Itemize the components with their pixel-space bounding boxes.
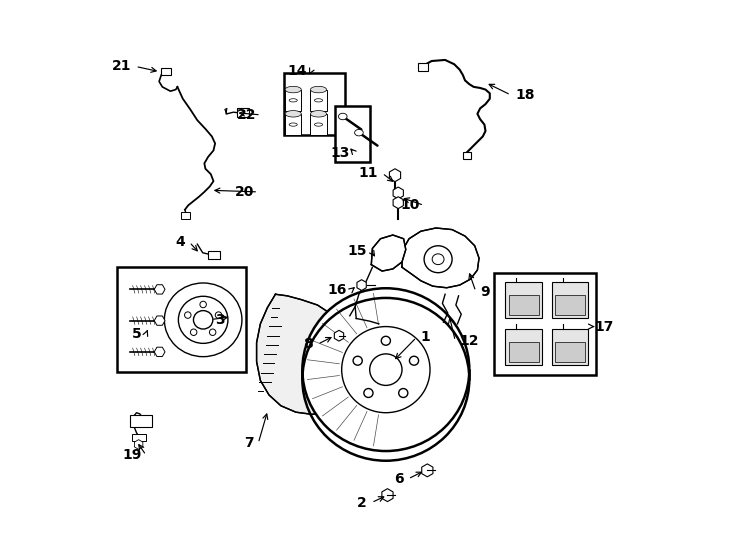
Polygon shape	[257, 294, 357, 414]
Bar	[310, 90, 327, 111]
Text: 6: 6	[394, 472, 404, 486]
Bar	[310, 114, 327, 136]
Ellipse shape	[164, 283, 242, 356]
Circle shape	[209, 329, 216, 335]
Ellipse shape	[370, 354, 402, 386]
Text: 2: 2	[357, 496, 367, 510]
Text: 5: 5	[132, 327, 142, 341]
Bar	[283, 73, 346, 136]
Text: 3: 3	[215, 313, 225, 327]
Ellipse shape	[314, 99, 322, 102]
Bar	[335, 106, 370, 163]
Text: 18: 18	[515, 88, 534, 102]
Bar	[463, 152, 471, 159]
Text: 19: 19	[123, 448, 142, 462]
Text: 4: 4	[175, 235, 185, 249]
Bar	[285, 114, 301, 136]
Text: 11: 11	[358, 166, 378, 180]
Ellipse shape	[432, 254, 444, 265]
Ellipse shape	[285, 86, 301, 93]
Text: 7: 7	[244, 436, 254, 450]
Circle shape	[190, 329, 197, 335]
Ellipse shape	[289, 123, 297, 126]
Ellipse shape	[410, 356, 418, 365]
Polygon shape	[371, 235, 406, 271]
Bar	[509, 342, 539, 362]
Ellipse shape	[424, 246, 452, 273]
Ellipse shape	[310, 86, 327, 93]
Text: 16: 16	[327, 284, 346, 298]
Text: 9: 9	[480, 285, 490, 299]
Bar	[555, 342, 585, 362]
Bar	[131, 434, 145, 441]
Polygon shape	[402, 228, 479, 288]
Ellipse shape	[381, 336, 390, 345]
Ellipse shape	[338, 113, 347, 120]
Ellipse shape	[289, 99, 297, 102]
Text: 17: 17	[595, 320, 614, 334]
Bar	[285, 90, 301, 111]
Ellipse shape	[314, 123, 322, 126]
Ellipse shape	[353, 356, 363, 365]
Bar	[117, 267, 246, 373]
Ellipse shape	[310, 111, 327, 117]
Circle shape	[200, 301, 206, 308]
Text: 13: 13	[330, 146, 350, 160]
Bar	[509, 295, 539, 315]
Text: 1: 1	[421, 330, 431, 345]
Bar	[236, 109, 249, 117]
Text: 15: 15	[347, 244, 367, 258]
Ellipse shape	[399, 389, 408, 397]
Ellipse shape	[178, 296, 228, 343]
Text: 14: 14	[287, 64, 307, 78]
Bar	[418, 63, 429, 71]
Bar	[555, 295, 585, 315]
Circle shape	[215, 312, 222, 318]
Text: 20: 20	[235, 185, 254, 199]
Bar	[506, 329, 542, 366]
Bar	[181, 212, 190, 219]
Bar	[130, 415, 151, 427]
Bar	[493, 273, 596, 375]
Bar	[552, 329, 589, 366]
Text: 22: 22	[237, 108, 257, 122]
Bar	[552, 282, 589, 319]
Bar	[506, 282, 542, 319]
Bar	[208, 251, 220, 259]
Text: 12: 12	[459, 334, 479, 348]
Ellipse shape	[364, 389, 373, 397]
Ellipse shape	[355, 130, 363, 136]
Ellipse shape	[342, 327, 430, 413]
Circle shape	[184, 312, 191, 318]
Text: 8: 8	[303, 338, 313, 352]
Text: 10: 10	[401, 198, 420, 212]
Ellipse shape	[285, 111, 301, 117]
Bar	[161, 68, 171, 75]
Text: 21: 21	[112, 59, 131, 73]
Ellipse shape	[194, 310, 213, 329]
Ellipse shape	[302, 288, 469, 451]
